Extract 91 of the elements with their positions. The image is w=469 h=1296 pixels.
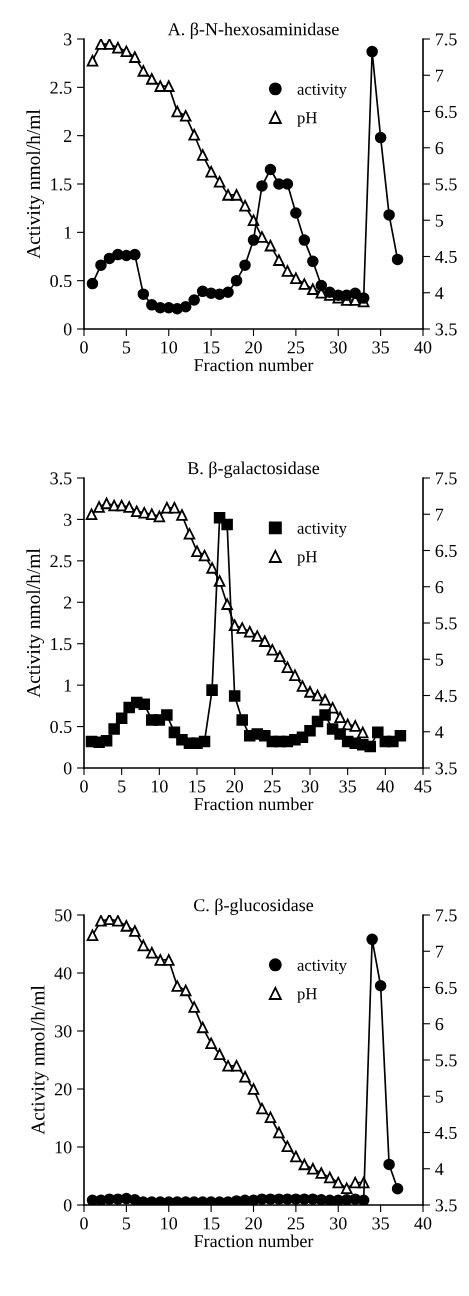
x-tick-label: 5 <box>122 1217 131 1230</box>
y2-tick-label: 5 <box>435 214 444 227</box>
x-axis-title: Fraction number <box>194 797 314 811</box>
y-tick-label: 3 <box>64 513 72 526</box>
x-tick-label: 0 <box>80 780 88 793</box>
y-tick-label: 30 <box>55 1025 72 1038</box>
y2-tick-label: 6.5 <box>435 544 457 558</box>
y-axis-title: Activity nmol/h/ml <box>30 985 49 1135</box>
y2-tick-label: 7 <box>436 945 444 958</box>
y2-tick-label: 7.5 <box>436 909 457 922</box>
x-tick-label: 15 <box>203 341 220 354</box>
y-tick-label: 20 <box>54 1083 72 1096</box>
x-tick-label: 10 <box>161 341 178 354</box>
y2-tick-label: 3.5 <box>435 1199 457 1212</box>
legend-label: activity <box>297 522 347 538</box>
y-tick-label: 0 <box>63 323 72 336</box>
y-tick-label: 2.5 <box>50 555 72 568</box>
x-tick-label: 20 <box>245 341 262 354</box>
chart-title: C. β-glucosidase <box>193 898 314 915</box>
y2-tick-label: 6.5 <box>435 981 457 995</box>
y2-tick-label: 3.5 <box>435 323 457 336</box>
x-tick-label: 25 <box>287 1217 305 1230</box>
x-tick-label: 35 <box>339 780 356 793</box>
y2-tick-label: 7.5 <box>436 33 457 46</box>
legend-label: pH <box>297 551 317 566</box>
y-tick-label: 50 <box>55 909 72 922</box>
x-tick-label: 35 <box>372 1217 389 1230</box>
x-tick-label: 30 <box>330 341 347 354</box>
x-tick-label: 10 <box>151 780 168 793</box>
y2-tick-label: 4.5 <box>435 689 457 703</box>
x-tick-label: 40 <box>376 780 394 793</box>
y-tick-label: 2 <box>63 596 72 609</box>
x-tick-label: 45 <box>414 780 432 793</box>
y2-tick-label: 5.5 <box>435 617 457 630</box>
y2-tick-label: 4 <box>435 1163 444 1176</box>
y2-tick-label: 4.5 <box>435 1126 457 1140</box>
legend-label: activity <box>297 83 347 99</box>
y2-tick-label: 3.5 <box>435 762 457 775</box>
x-tick-label: 5 <box>122 341 131 354</box>
y-tick-label: 3.5 <box>50 472 72 485</box>
y2-tick-label: 5.5 <box>435 1054 457 1067</box>
y-tick-label: 1 <box>64 226 72 239</box>
y-axis-title: Activity nmol/h/ml <box>26 548 45 698</box>
y-tick-label: 0.5 <box>50 720 72 734</box>
x-tick-label: 0 <box>80 1217 88 1230</box>
y2-tick-label: 6 <box>435 1018 444 1031</box>
y2-tick-label: 5.5 <box>435 178 457 191</box>
y-tick-label: 2.5 <box>50 81 72 94</box>
legend-label: activity <box>297 959 347 975</box>
y-tick-label: 2 <box>63 129 72 142</box>
x-tick-label: 30 <box>301 780 319 793</box>
x-tick-label: 30 <box>330 1217 347 1230</box>
legend-label: pH <box>297 112 317 127</box>
y2-tick-label: 7 <box>436 508 444 521</box>
y-axis-title: Activity nmol/h/ml <box>26 109 45 259</box>
x-tick-label: 0 <box>80 341 88 354</box>
y2-tick-label: 4 <box>435 726 444 739</box>
y-tick-label: 0.5 <box>50 274 72 288</box>
y-tick-label: 0 <box>63 1199 72 1212</box>
x-tick-label: 25 <box>287 341 305 354</box>
y-tick-label: 1.5 <box>51 638 72 651</box>
x-tick-label: 15 <box>189 780 206 793</box>
x-tick-label: 40 <box>414 1217 432 1230</box>
x-tick-label: 40 <box>414 341 432 354</box>
x-tick-label: 20 <box>226 780 244 793</box>
chart-title: A. β-N-hexosaminidase <box>167 22 339 39</box>
y2-tick-label: 5 <box>435 653 444 666</box>
y2-tick-label: 6 <box>435 581 444 594</box>
y2-tick-label: 7.5 <box>436 472 457 485</box>
y-tick-label: 3 <box>64 33 72 46</box>
x-axis-title: Fraction number <box>194 1234 314 1248</box>
y2-tick-label: 5 <box>435 1090 444 1103</box>
y-tick-label: 1 <box>64 679 72 692</box>
x-tick-label: 10 <box>161 1217 178 1230</box>
y-tick-label: 40 <box>54 967 72 980</box>
y2-tick-label: 6 <box>435 142 444 155</box>
x-tick-label: 5 <box>118 780 126 793</box>
y2-tick-label: 6.5 <box>435 105 457 119</box>
x-tick-label: 15 <box>203 1217 220 1230</box>
chart-title: B. β-galactosidase <box>187 461 320 478</box>
y-tick-label: 0 <box>63 762 72 775</box>
x-tick-label: 20 <box>245 1217 262 1230</box>
x-axis-title: Fraction number <box>194 358 314 372</box>
legend-label: pH <box>297 988 317 1003</box>
x-tick-label: 25 <box>264 780 281 793</box>
y2-tick-label: 7 <box>436 69 444 82</box>
y2-tick-label: 4.5 <box>435 250 457 264</box>
y-tick-label: 10 <box>55 1141 72 1154</box>
x-tick-label: 35 <box>372 341 389 354</box>
y2-tick-label: 4 <box>435 287 444 300</box>
y-tick-label: 1.5 <box>51 178 72 191</box>
